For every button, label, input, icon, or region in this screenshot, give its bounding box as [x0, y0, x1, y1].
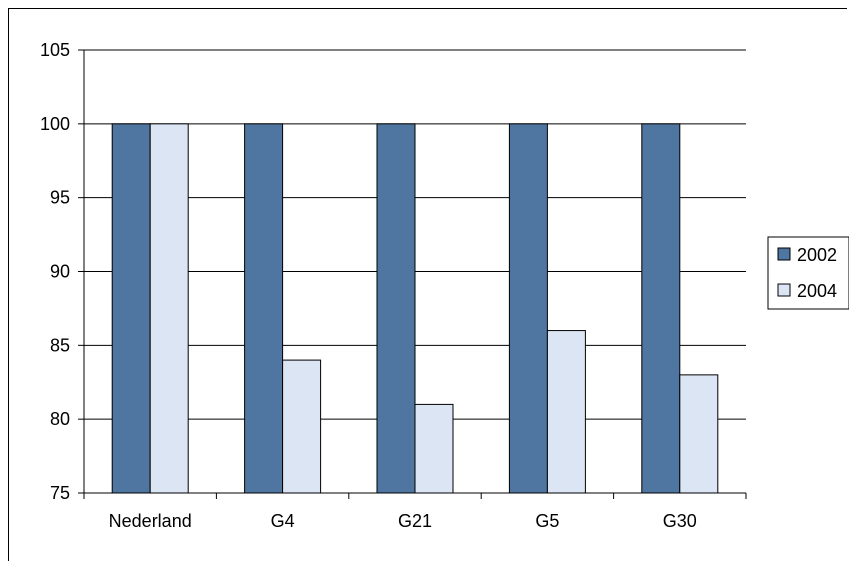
bar-2002-Nederland — [111, 123, 151, 494]
y-tick-label: 80 — [50, 409, 70, 429]
bar-2002-G30 — [641, 123, 681, 494]
y-axis-ticks: 75 80 85 90 95 100 105 — [40, 40, 84, 503]
x-tick-label: G30 — [663, 511, 697, 531]
bars — [111, 123, 719, 494]
legend-label-2004: 2004 — [797, 281, 837, 301]
y-tick-label: 75 — [50, 483, 70, 503]
bar-2002-G5 — [508, 123, 548, 494]
axes — [83, 50, 747, 499]
legend-swatch-2004 — [777, 283, 791, 297]
bar-2002-G4 — [244, 123, 284, 494]
bar-2004-G21 — [414, 403, 454, 494]
legend: 2002 2004 — [767, 236, 849, 310]
y-tick-label: 95 — [50, 188, 70, 208]
x-axis-labels: Nederland G4 G21 G5 G30 — [109, 511, 697, 531]
x-tick-label: G4 — [271, 511, 295, 531]
legend-label-2002: 2002 — [797, 245, 837, 265]
y-tick-label: 85 — [50, 335, 70, 355]
y-tick-label: 100 — [40, 114, 70, 134]
y-tick-label: 105 — [40, 40, 70, 60]
x-tick-label: G21 — [398, 511, 432, 531]
bar-2004-Nederland — [149, 123, 189, 494]
bar-2004-G4 — [282, 359, 322, 494]
x-tick-label: Nederland — [109, 511, 192, 531]
legend-swatch-2002 — [777, 247, 791, 261]
bar-2002-G21 — [376, 123, 416, 494]
bar-2004-G5 — [546, 330, 586, 494]
chart-frame — [8, 8, 847, 561]
y-tick-label: 90 — [50, 262, 70, 282]
x-tick-label: G5 — [535, 511, 559, 531]
bar-2004-G30 — [679, 374, 719, 494]
